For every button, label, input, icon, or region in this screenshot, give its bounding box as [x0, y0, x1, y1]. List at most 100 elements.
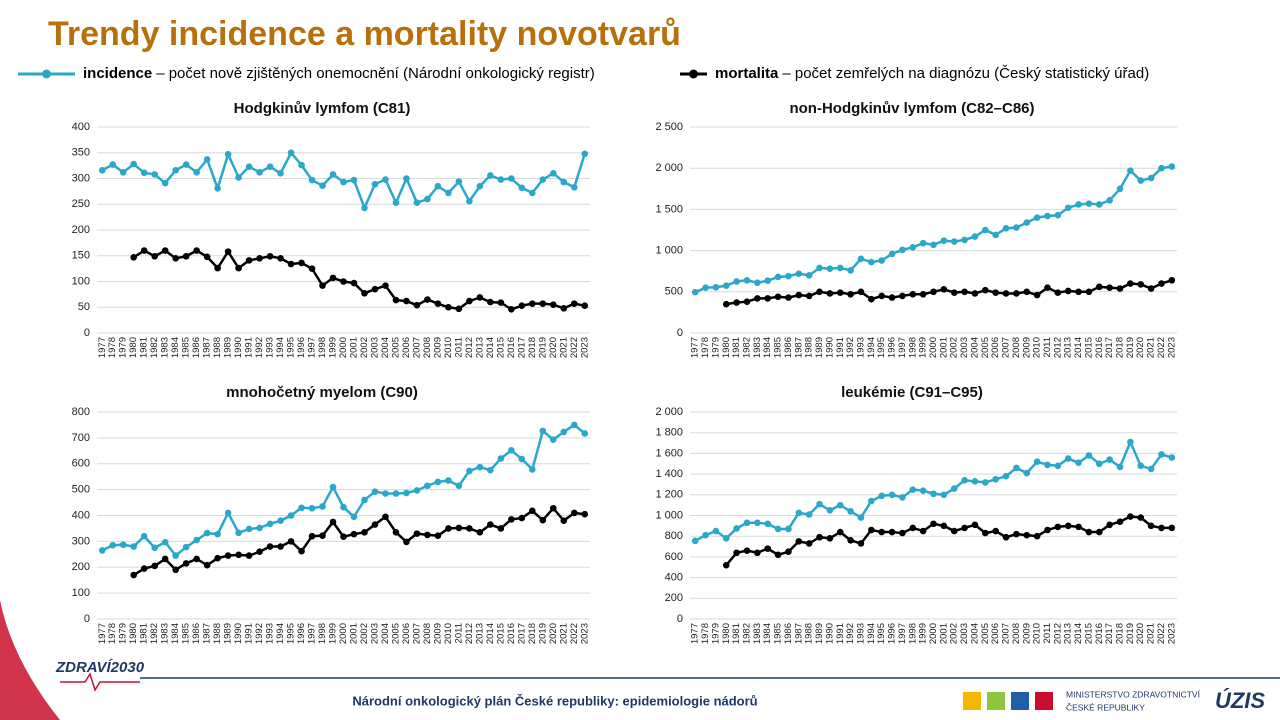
data-point: [1085, 528, 1093, 536]
x-tick-label: 2021: [558, 623, 569, 644]
data-point: [172, 566, 179, 574]
data-point: [857, 540, 865, 547]
data-point: [1106, 284, 1113, 291]
data-point: [961, 288, 968, 296]
data-point: [98, 166, 106, 174]
data-point: [549, 504, 557, 512]
data-point: [403, 538, 410, 546]
x-tick-label: 1977: [690, 623, 701, 644]
data-point: [130, 571, 138, 579]
data-point: [836, 528, 844, 536]
data-point: [940, 522, 948, 530]
data-point: [140, 565, 148, 572]
x-tick-label: 2009: [432, 623, 443, 644]
data-point: [224, 150, 232, 158]
data-point: [919, 239, 927, 247]
x-tick-label: 2015: [1083, 623, 1094, 644]
data-point: [350, 279, 358, 287]
x-tick-label: 1997: [897, 337, 908, 358]
data-point: [119, 541, 127, 549]
data-point: [816, 533, 823, 541]
x-tick-label: 2002: [949, 623, 960, 644]
x-tick-label: 2007: [1001, 337, 1012, 358]
data-point: [992, 289, 999, 296]
data-point: [878, 292, 885, 300]
data-point: [266, 252, 274, 260]
data-point: [298, 504, 305, 512]
y-tick-label: 500: [665, 286, 683, 298]
legend-marker: [689, 69, 698, 79]
legend-description: – počet zemřelých na diagnózu (Český sta…: [782, 65, 1149, 82]
x-tick-label: 2005: [390, 337, 401, 358]
x-tick-label: 1982: [149, 337, 160, 358]
x-tick-label: 1996: [296, 623, 307, 644]
x-tick-label: 2021: [1146, 337, 1157, 358]
data-point: [193, 555, 200, 563]
data-point: [795, 291, 803, 299]
y-tick-label: 1 400: [655, 468, 683, 480]
data-point: [340, 178, 347, 186]
y-tick-label: 100: [72, 587, 90, 599]
data-point: [413, 487, 421, 494]
x-tick-label: 2004: [380, 337, 391, 358]
x-tick-label: 1977: [97, 623, 108, 644]
data-point: [1002, 225, 1010, 232]
data-point: [1054, 211, 1062, 219]
data-point: [888, 491, 896, 499]
data-point: [581, 430, 589, 437]
x-tick-label: 1982: [742, 337, 753, 358]
x-tick-label: 1984: [762, 623, 773, 644]
data-point: [445, 525, 452, 532]
data-point: [140, 247, 148, 254]
data-point: [1116, 185, 1124, 193]
x-tick-label: 1985: [773, 623, 784, 644]
x-tick-label: 2001: [938, 623, 949, 644]
data-point: [361, 496, 368, 504]
slide-title: Trendy incidence a mortality novotvarů: [48, 15, 681, 53]
x-tick-label: 2008: [1011, 623, 1022, 644]
data-point: [298, 259, 305, 267]
data-point: [319, 182, 326, 190]
data-point: [287, 538, 295, 545]
x-tick-label: 1996: [296, 337, 307, 358]
x-tick-label: 1982: [742, 623, 753, 644]
y-tick-label: 250: [72, 198, 90, 210]
data-point: [151, 544, 158, 552]
x-tick-label: 1982: [149, 623, 160, 644]
data-point: [764, 295, 772, 302]
data-point: [950, 527, 958, 535]
x-tick-label: 1978: [700, 623, 711, 644]
series-line: [133, 249, 586, 311]
data-point: [392, 296, 400, 304]
data-point: [350, 530, 358, 538]
data-point: [151, 252, 158, 260]
data-point: [826, 265, 834, 273]
data-point: [805, 292, 813, 300]
y-tick-label: 0: [84, 327, 90, 339]
data-point: [847, 537, 854, 544]
data-point: [245, 163, 253, 170]
line-chart: mnohočetný myelom (C90) 0 100 200 300 400 500 6…: [72, 384, 591, 644]
x-tick-label: 1994: [866, 623, 877, 644]
data-point: [1013, 530, 1020, 538]
x-tick-label: 2018: [1115, 337, 1126, 358]
data-point: [722, 282, 730, 289]
data-point: [1137, 462, 1145, 470]
x-tick-label: 2022: [1156, 337, 1167, 358]
data-point: [570, 509, 578, 517]
data-point: [214, 530, 221, 538]
x-tick-label: 2011: [453, 623, 464, 643]
data-point: [224, 509, 232, 517]
data-point: [549, 170, 557, 177]
x-tick-label: 2016: [1094, 623, 1105, 644]
y-tick-label: 700: [72, 432, 90, 444]
data-point: [1013, 224, 1020, 231]
x-tick-label: 1985: [181, 623, 192, 644]
y-tick-label: 200: [72, 561, 90, 573]
data-point: [1106, 456, 1113, 463]
x-tick-label: 2019: [1125, 337, 1136, 358]
data-point: [340, 503, 347, 511]
data-point: [329, 483, 337, 491]
data-point: [434, 532, 442, 539]
x-tick-label: 1999: [328, 337, 339, 358]
